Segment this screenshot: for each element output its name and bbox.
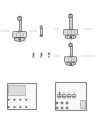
Ellipse shape: [20, 99, 21, 100]
FancyBboxPatch shape: [67, 95, 71, 97]
Circle shape: [70, 36, 71, 38]
Ellipse shape: [14, 99, 15, 100]
FancyBboxPatch shape: [69, 14, 72, 18]
Ellipse shape: [67, 63, 74, 65]
Circle shape: [20, 99, 21, 100]
FancyBboxPatch shape: [64, 29, 77, 35]
Ellipse shape: [40, 35, 42, 36]
Bar: [48, 53, 50, 54]
FancyBboxPatch shape: [57, 95, 61, 97]
FancyBboxPatch shape: [62, 95, 66, 97]
FancyBboxPatch shape: [64, 57, 77, 62]
Circle shape: [14, 106, 15, 108]
Bar: [59, 92, 60, 95]
Bar: [70, 46, 72, 56]
Circle shape: [26, 106, 27, 108]
Bar: [66, 107, 68, 109]
Bar: [69, 29, 72, 30]
Bar: [56, 107, 58, 109]
Bar: [8, 85, 24, 95]
Circle shape: [70, 63, 71, 65]
Circle shape: [26, 99, 27, 100]
FancyBboxPatch shape: [40, 26, 42, 28]
Ellipse shape: [70, 14, 71, 15]
FancyBboxPatch shape: [13, 32, 26, 37]
Ellipse shape: [19, 16, 20, 17]
Bar: [56, 102, 58, 104]
FancyBboxPatch shape: [18, 17, 21, 20]
Ellipse shape: [25, 106, 27, 108]
Ellipse shape: [66, 102, 67, 103]
Circle shape: [8, 106, 9, 108]
Bar: [40, 28, 42, 35]
FancyBboxPatch shape: [69, 43, 72, 47]
Bar: [61, 107, 63, 109]
Ellipse shape: [8, 106, 9, 108]
Bar: [41, 53, 42, 54]
Ellipse shape: [16, 38, 24, 40]
Bar: [40, 35, 42, 36]
Ellipse shape: [14, 106, 15, 108]
Bar: [69, 56, 72, 57]
Ellipse shape: [70, 43, 71, 44]
Bar: [19, 19, 21, 31]
Bar: [41, 54, 42, 56]
FancyBboxPatch shape: [72, 95, 76, 97]
Bar: [55, 82, 86, 110]
Circle shape: [20, 106, 21, 108]
Bar: [33, 54, 34, 56]
Bar: [61, 102, 63, 104]
Ellipse shape: [8, 99, 9, 100]
Bar: [18, 31, 21, 32]
Circle shape: [8, 99, 9, 100]
Circle shape: [19, 38, 20, 40]
Bar: [80, 100, 85, 108]
Ellipse shape: [25, 99, 27, 100]
Bar: [66, 102, 68, 104]
Bar: [7, 83, 36, 109]
Ellipse shape: [20, 106, 21, 108]
Bar: [69, 17, 72, 29]
Bar: [33, 53, 34, 54]
Circle shape: [14, 99, 15, 100]
Ellipse shape: [67, 36, 74, 38]
